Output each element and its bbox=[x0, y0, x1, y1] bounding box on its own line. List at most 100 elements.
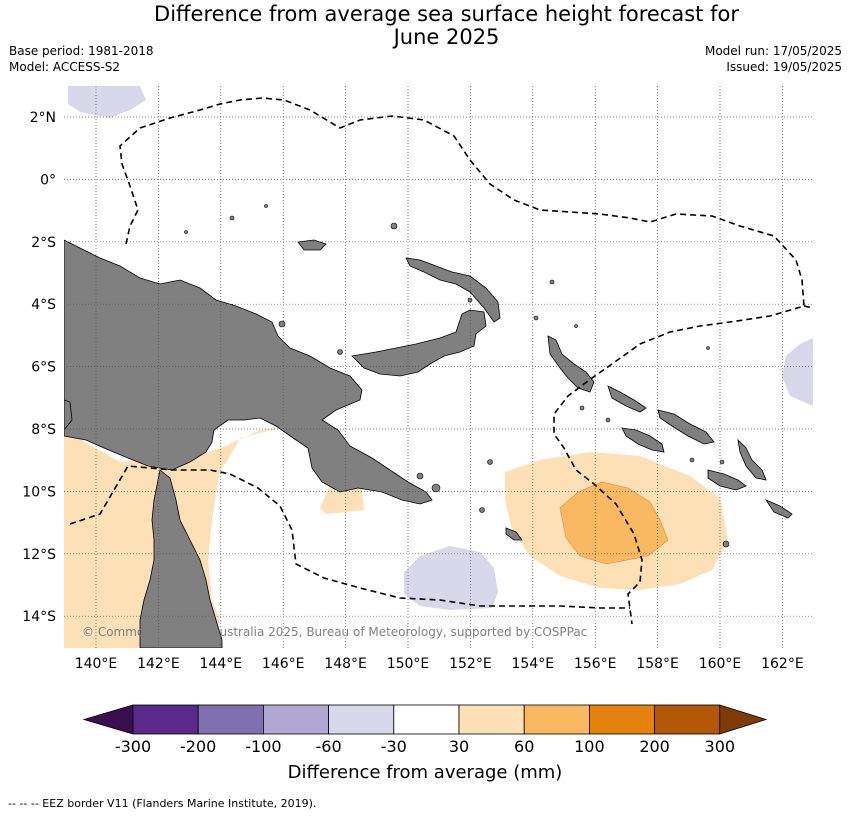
colorbar-extend-high bbox=[719, 704, 768, 735]
colorbar-segment bbox=[458, 704, 525, 735]
island bbox=[549, 279, 555, 285]
model-run: Model run: 17/05/2025 bbox=[704, 44, 842, 58]
colorbar-tick-label: 300 bbox=[705, 737, 736, 756]
colorbar-segment bbox=[589, 704, 656, 735]
eez-border-png-east-spur bbox=[803, 305, 813, 309]
colorbar-segment bbox=[393, 704, 460, 735]
solomons-land-4 bbox=[737, 438, 767, 481]
colorbar-tick-label: -30 bbox=[381, 737, 407, 756]
sw-land-strip bbox=[64, 399, 73, 431]
issued-date: Issued: 19/05/2025 bbox=[726, 60, 842, 74]
colorbar-ticks: -300 -200 -100 -60 -30 30 60 100 200 300 bbox=[115, 737, 735, 756]
lon-label: 150°E bbox=[387, 656, 430, 672]
lat-label: 12°S bbox=[22, 547, 56, 563]
lon-label: 158°E bbox=[636, 656, 679, 672]
title-line-1: Difference from average sea surface heig… bbox=[154, 2, 739, 26]
colorbar-segment bbox=[132, 704, 199, 735]
anomaly-neg-east bbox=[782, 338, 813, 406]
lat-label: 14°S bbox=[22, 609, 56, 625]
cape-york-land bbox=[139, 469, 223, 648]
lat-label: 0° bbox=[40, 172, 56, 188]
lat-label: 4°S bbox=[31, 297, 56, 313]
island bbox=[264, 204, 268, 208]
lon-label: 154°E bbox=[512, 656, 555, 672]
anomaly-neg-north bbox=[68, 86, 146, 118]
lat-label: 2°S bbox=[31, 235, 56, 251]
manus-land bbox=[297, 239, 327, 251]
solomons-land-2 bbox=[657, 409, 715, 445]
lon-label: 152°E bbox=[449, 656, 492, 672]
island bbox=[533, 315, 539, 321]
eez-borders bbox=[69, 97, 813, 625]
lat-label: 6°S bbox=[31, 360, 56, 376]
lon-label: 162°E bbox=[761, 656, 804, 672]
island bbox=[579, 405, 585, 411]
copyright-notice: © Commonwealth of Australia 2025, Bureau… bbox=[82, 625, 587, 639]
lon-label: 140°E bbox=[75, 656, 118, 672]
island bbox=[722, 540, 730, 548]
island bbox=[416, 472, 424, 480]
colorbar-segment bbox=[262, 704, 329, 735]
new-guinea-land bbox=[64, 239, 433, 505]
bougainville-land bbox=[547, 335, 595, 393]
footer-note: -- -- -- EEZ border V11 (Flanders Marine… bbox=[8, 797, 317, 810]
colorbar-tick-label: 200 bbox=[639, 737, 670, 756]
colorbar-extend-low bbox=[82, 704, 134, 735]
island bbox=[689, 457, 695, 463]
latitude-labels: 2°N 0° 2°S 4°S 6°S 8°S 10°S 12°S 14°S bbox=[22, 110, 56, 625]
colorbar-tick-label: -200 bbox=[180, 737, 216, 756]
colorbar-segment bbox=[654, 704, 721, 735]
island bbox=[229, 215, 235, 221]
lon-label: 148°E bbox=[324, 656, 367, 672]
lon-label: 146°E bbox=[262, 656, 305, 672]
colorbar-tick-label: 100 bbox=[574, 737, 605, 756]
graticule bbox=[64, 86, 813, 648]
anomaly-30-60-coral-west bbox=[320, 483, 364, 514]
colorbar-title: Difference from average (mm) bbox=[287, 762, 563, 783]
lat-label: 10°S bbox=[22, 484, 56, 500]
colorbar bbox=[82, 704, 768, 735]
island bbox=[184, 230, 188, 234]
colorbar-segment bbox=[523, 704, 590, 735]
colorbar-tick-label: -300 bbox=[115, 737, 151, 756]
land-masses bbox=[64, 239, 793, 648]
island bbox=[487, 459, 493, 465]
lat-label: 8°S bbox=[31, 422, 56, 438]
base-period: Base period: 1981-2018 bbox=[9, 44, 154, 58]
island bbox=[479, 507, 485, 513]
anomaly-60-100-core bbox=[559, 481, 669, 565]
title-line-2: June 2025 bbox=[393, 25, 500, 49]
island bbox=[431, 483, 441, 493]
island bbox=[278, 320, 286, 328]
lon-label: 142°E bbox=[137, 656, 180, 672]
lon-label: 144°E bbox=[200, 656, 243, 672]
longitude-labels: 140°E 142°E 144°E 146°E 148°E 150°E 152°E 154°E… bbox=[75, 656, 804, 672]
island bbox=[719, 459, 725, 465]
right-metadata: Model run: 17/05/2025 Issued: 19/05/2025 bbox=[705, 43, 842, 75]
solomons-land-1 bbox=[607, 385, 647, 413]
model-name: Model: ACCESS-S2 bbox=[9, 60, 121, 74]
colorbar-tick-label: -100 bbox=[245, 737, 281, 756]
anomaly-neg-coral bbox=[404, 546, 498, 610]
lon-label: 160°E bbox=[699, 656, 742, 672]
new-ireland-land bbox=[405, 257, 501, 323]
lon-label: 156°E bbox=[574, 656, 617, 672]
louisiade-land bbox=[505, 527, 523, 541]
colorbar-tick-label: -60 bbox=[316, 737, 342, 756]
lat-label: 2°N bbox=[30, 110, 56, 126]
map-title: Difference from average sea surface heig… bbox=[0, 3, 850, 49]
map-area: © Commonwealth of Australia 2025, Bureau… bbox=[64, 86, 813, 648]
colorbar-segment bbox=[197, 704, 264, 735]
solomons-land-5 bbox=[707, 469, 747, 491]
colorbar-tick-label: 30 bbox=[449, 737, 469, 756]
solomons-land-3 bbox=[621, 427, 665, 453]
island bbox=[390, 222, 398, 230]
island bbox=[605, 417, 611, 423]
colorbar-segment bbox=[328, 704, 395, 735]
eez-border-australia bbox=[69, 465, 630, 609]
island bbox=[337, 349, 343, 355]
colorbar-tick-label: 60 bbox=[514, 737, 534, 756]
solomons-land-6 bbox=[764, 499, 793, 519]
small-islands bbox=[184, 204, 730, 548]
